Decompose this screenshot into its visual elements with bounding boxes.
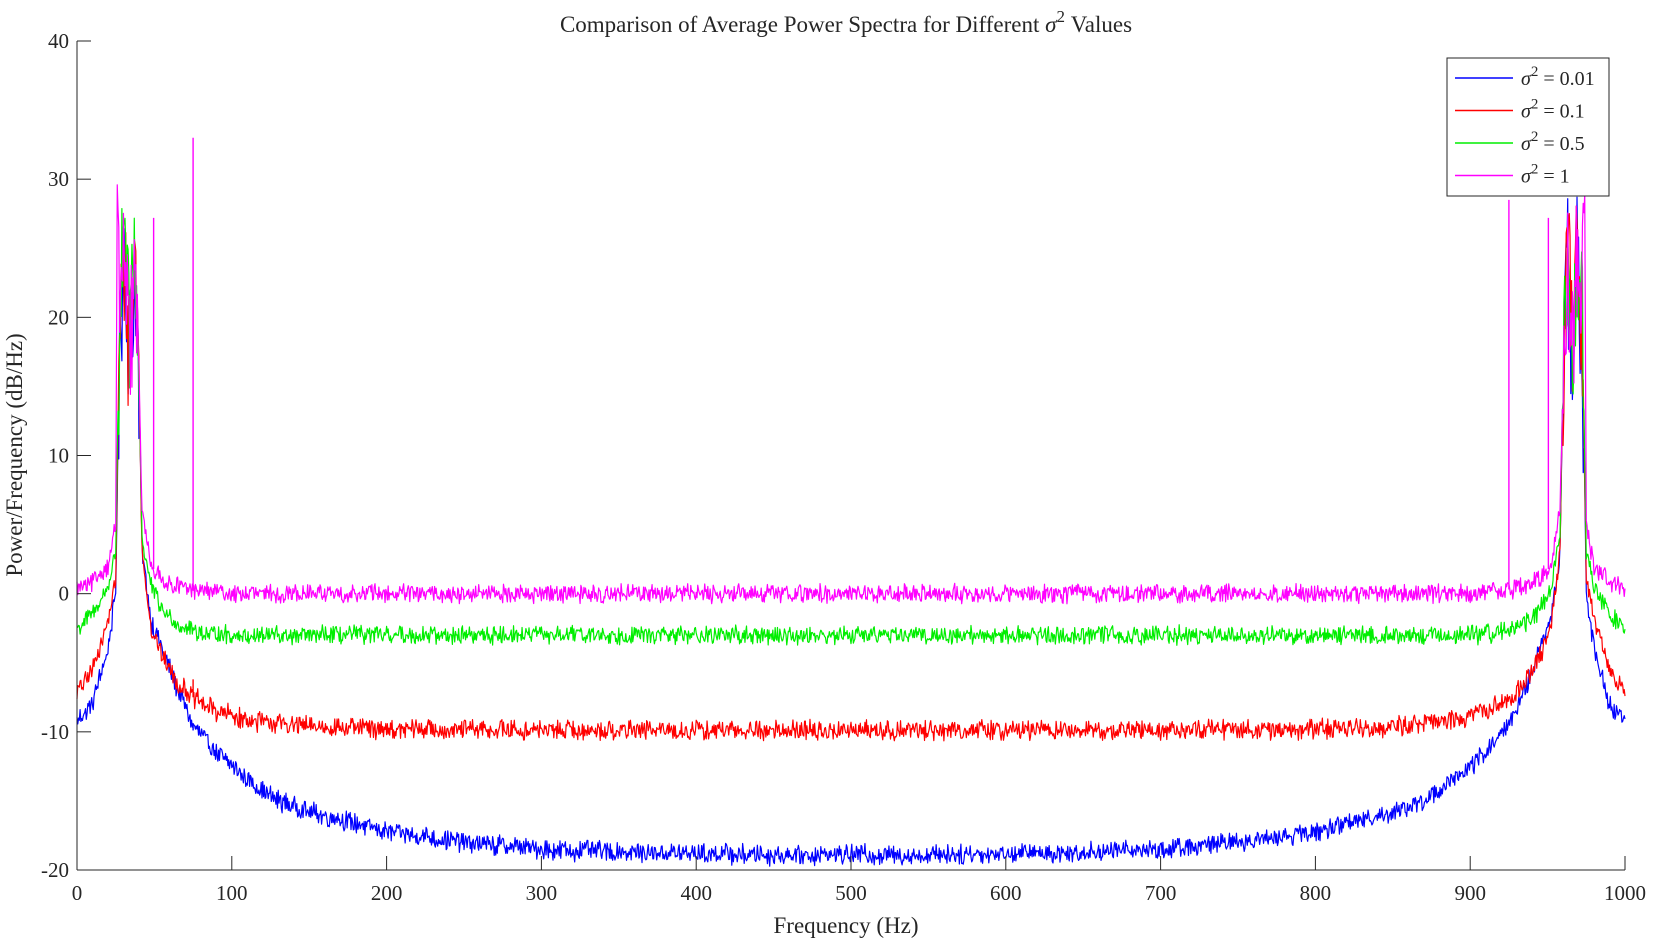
chart-title: Comparison of Average Power Spectra for … [560,7,1132,37]
legend-entry-value: = 1 [1538,166,1569,188]
axes: 0 100 200 300 400 500 600 700 800 900 1000 -20 -10 0 1… [41,29,1646,905]
series-line-2 [76,205,1626,742]
legend-entry-value: = 0.5 [1538,133,1584,155]
chart-title-suffix: Values [1065,12,1132,37]
legend-entry-symbol: σ [1521,101,1532,123]
legend-entry-3: σ2 = 0.5 [1521,129,1585,155]
legend-box [1446,57,1610,197]
x-tick-label-100: 100 [216,881,248,905]
x-tick-label-400: 400 [680,881,712,905]
chart-title-superscript: 2 [1056,7,1065,26]
legend-entry-superscript: 2 [1531,64,1539,80]
legend-entry-value: = 0.01 [1538,68,1594,90]
x-tick-label-300: 300 [526,881,558,905]
x-tick-label-900: 900 [1454,881,1486,905]
x-axis-title: Frequency (Hz) [774,913,919,938]
x-tick-label-700: 700 [1145,881,1177,905]
chart-title-symbol: σ [1045,12,1058,37]
x-tick-label-1000: 1000 [1604,881,1646,905]
x-tick-label-600: 600 [990,881,1022,905]
legend-entry-superscript: 2 [1531,97,1539,113]
legend-entry-superscript: 2 [1531,129,1539,145]
legend-entry-2: σ2 = 0.1 [1521,97,1585,123]
x-tick-label-800: 800 [1300,881,1332,905]
legend-entry-symbol: σ [1521,166,1532,188]
series-line-4 [76,184,1626,605]
y-tick-label-30: 30 [48,167,69,191]
y-tick-label-0: 0 [59,582,70,606]
series-layer [76,137,1626,867]
y-tick-label-40: 40 [48,29,69,53]
legend-entry-symbol: σ [1521,68,1532,90]
y-tick-label--20: -20 [41,858,69,882]
chart-title-prefix: Comparison of Average Power Spectra for … [560,12,1045,37]
legend-entry-superscript: 2 [1531,162,1539,178]
x-tick-label-0: 0 [72,881,83,905]
y-tick-label-20: 20 [48,305,69,329]
series-line-1 [76,196,1626,867]
y-tick-label--10: -10 [41,720,69,744]
x-tick-label-200: 200 [371,881,403,905]
legend-entry-symbol: σ [1521,133,1532,155]
legend-entry-1: σ2 = 0.01 [1521,64,1595,90]
x-tick-label-500: 500 [835,881,867,905]
legend-entry-value: = 0.1 [1538,101,1584,123]
legend-entry-4: σ2 = 1 [1521,162,1570,188]
y-axis-title: Power/Frequency (dB/Hz) [2,333,27,576]
y-tick-label-10: 10 [48,444,69,468]
series-line-3 [76,207,1626,646]
